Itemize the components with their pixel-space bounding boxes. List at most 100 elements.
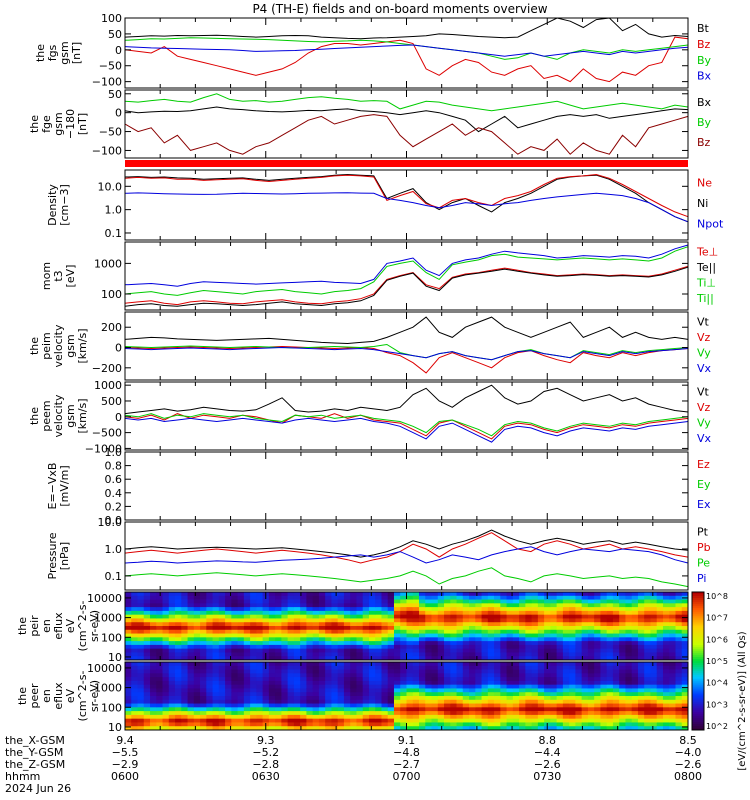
spectrogram-cell — [581, 707, 589, 712]
spectrogram-cell — [406, 614, 414, 619]
spectrogram-cell — [644, 656, 651, 661]
spectrogram-cell — [206, 714, 213, 720]
spectrogram-cell — [368, 680, 376, 686]
spectrogram-cell — [606, 599, 614, 604]
spectrogram-cell — [168, 696, 176, 701]
spectrogram-cell — [281, 599, 289, 604]
spectrogram-cell — [362, 684, 370, 689]
spectrogram-cell — [537, 714, 545, 720]
spectrogram-cell — [637, 644, 645, 650]
spectrogram-cell — [650, 673, 658, 678]
spectrogram-cell — [406, 688, 414, 693]
spectrogram-cell — [406, 637, 414, 642]
spectrogram-cell — [625, 665, 633, 670]
spectrogram-cell — [450, 633, 457, 638]
spectrogram-cell — [275, 665, 282, 670]
spectrogram-cell — [256, 618, 264, 623]
spectrogram-cell — [350, 688, 357, 693]
spectrogram-cell — [544, 637, 551, 642]
spectrogram-cell — [631, 656, 639, 661]
spectrogram-cell — [287, 644, 295, 650]
spectrogram-cell — [662, 722, 670, 727]
spectrogram-cell — [256, 688, 264, 693]
spectrogram-cell — [218, 622, 226, 627]
spectrogram-cell — [594, 677, 601, 682]
spectrogram-cell — [275, 626, 282, 631]
spectrogram-cell — [631, 688, 639, 693]
spectrogram-cell — [681, 711, 689, 716]
spectrogram-cell — [337, 614, 345, 619]
spectrogram-cell — [331, 662, 339, 667]
spectrogram-cell — [625, 722, 633, 727]
spectrogram-cell — [469, 607, 476, 612]
colorbar-cell — [692, 609, 704, 613]
spectrogram-cell — [412, 656, 420, 661]
colorbar-cell — [692, 692, 704, 696]
spectrogram-cell — [350, 665, 357, 670]
spectrogram-cell — [500, 688, 507, 693]
spectrogram-cell — [562, 618, 570, 623]
colorbar-cell — [692, 702, 704, 705]
spectrogram-cell — [275, 633, 282, 638]
spectrogram-cell — [350, 707, 357, 712]
spectrogram-cell — [325, 641, 332, 646]
spectrogram-cell — [675, 607, 683, 612]
spectrogram-cell — [331, 699, 339, 704]
spectrogram-cell — [362, 641, 370, 646]
spectrogram-cell — [200, 665, 207, 670]
spectrogram-cell — [256, 677, 264, 682]
y-axis-label-line: the — [28, 115, 41, 133]
spectrogram-cell — [450, 610, 457, 616]
spectrogram-cell — [500, 696, 507, 701]
spectrogram-cell — [150, 726, 157, 731]
spectrogram-cell — [569, 610, 576, 616]
spectrogram-cell — [287, 610, 295, 616]
spectrogram-cell — [175, 607, 182, 612]
spectrogram-cell — [606, 673, 614, 678]
spectrogram-cell — [612, 652, 620, 657]
spectrogram-cell — [262, 673, 270, 678]
spectrogram-cell — [293, 699, 301, 704]
spectrogram-cell — [494, 677, 501, 682]
spectrogram-cell — [500, 648, 507, 653]
spectrogram-cell — [368, 703, 376, 708]
spectrogram-cell — [281, 696, 289, 701]
spectrogram-cell — [343, 652, 351, 657]
colorbar-cell — [692, 676, 704, 680]
spectrogram-cell — [406, 610, 414, 616]
spectrogram-cell — [212, 652, 220, 657]
spectrogram-cell — [531, 652, 539, 657]
spectrogram-cell — [494, 665, 501, 670]
spectrogram-cell — [606, 714, 614, 720]
spectrogram-cell — [137, 696, 145, 701]
spectrogram-cell — [612, 718, 620, 723]
spectrogram-cell — [306, 656, 314, 661]
spectrogram-cell — [425, 699, 432, 704]
spectrogram-cell — [594, 595, 601, 600]
spectrogram-cell — [143, 614, 151, 619]
spectrogram-cell — [537, 633, 545, 638]
spectrogram-cell — [350, 629, 357, 634]
spectrogram-cell — [318, 622, 326, 627]
spectrogram-cell — [362, 629, 370, 634]
spectrogram-cell — [512, 592, 520, 597]
spectrogram-cell — [168, 665, 176, 670]
colorbar-cell — [692, 617, 704, 621]
spectrogram-cell — [656, 592, 664, 597]
spectrogram-cell — [487, 648, 495, 653]
y-tick-label: 0 — [115, 107, 122, 120]
spectrogram-cell — [656, 692, 664, 697]
spectrogram-cell — [281, 603, 289, 608]
spectrogram-cell — [181, 603, 188, 608]
spectrogram-cell — [544, 610, 551, 616]
spectrogram-cell — [168, 629, 176, 634]
spectrogram-cell — [337, 648, 345, 653]
spectrogram-cell — [262, 669, 270, 674]
spectrogram-cell — [337, 629, 345, 634]
spectrogram-cell — [431, 603, 439, 608]
spectrogram-cell — [481, 633, 489, 638]
panel-frame — [124, 17, 689, 89]
spectrogram-cell — [325, 618, 332, 623]
spectrogram-cell — [587, 692, 595, 697]
